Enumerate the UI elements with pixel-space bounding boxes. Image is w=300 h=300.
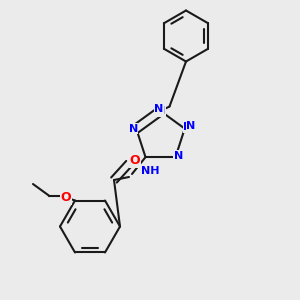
Text: N: N <box>174 151 183 160</box>
Text: O: O <box>61 191 71 204</box>
Text: N: N <box>154 104 164 115</box>
Text: NH: NH <box>141 166 160 176</box>
Text: N: N <box>183 122 192 132</box>
Text: N: N <box>186 121 195 130</box>
Text: O: O <box>130 154 140 167</box>
Text: N: N <box>156 106 165 116</box>
Text: N: N <box>129 124 138 134</box>
